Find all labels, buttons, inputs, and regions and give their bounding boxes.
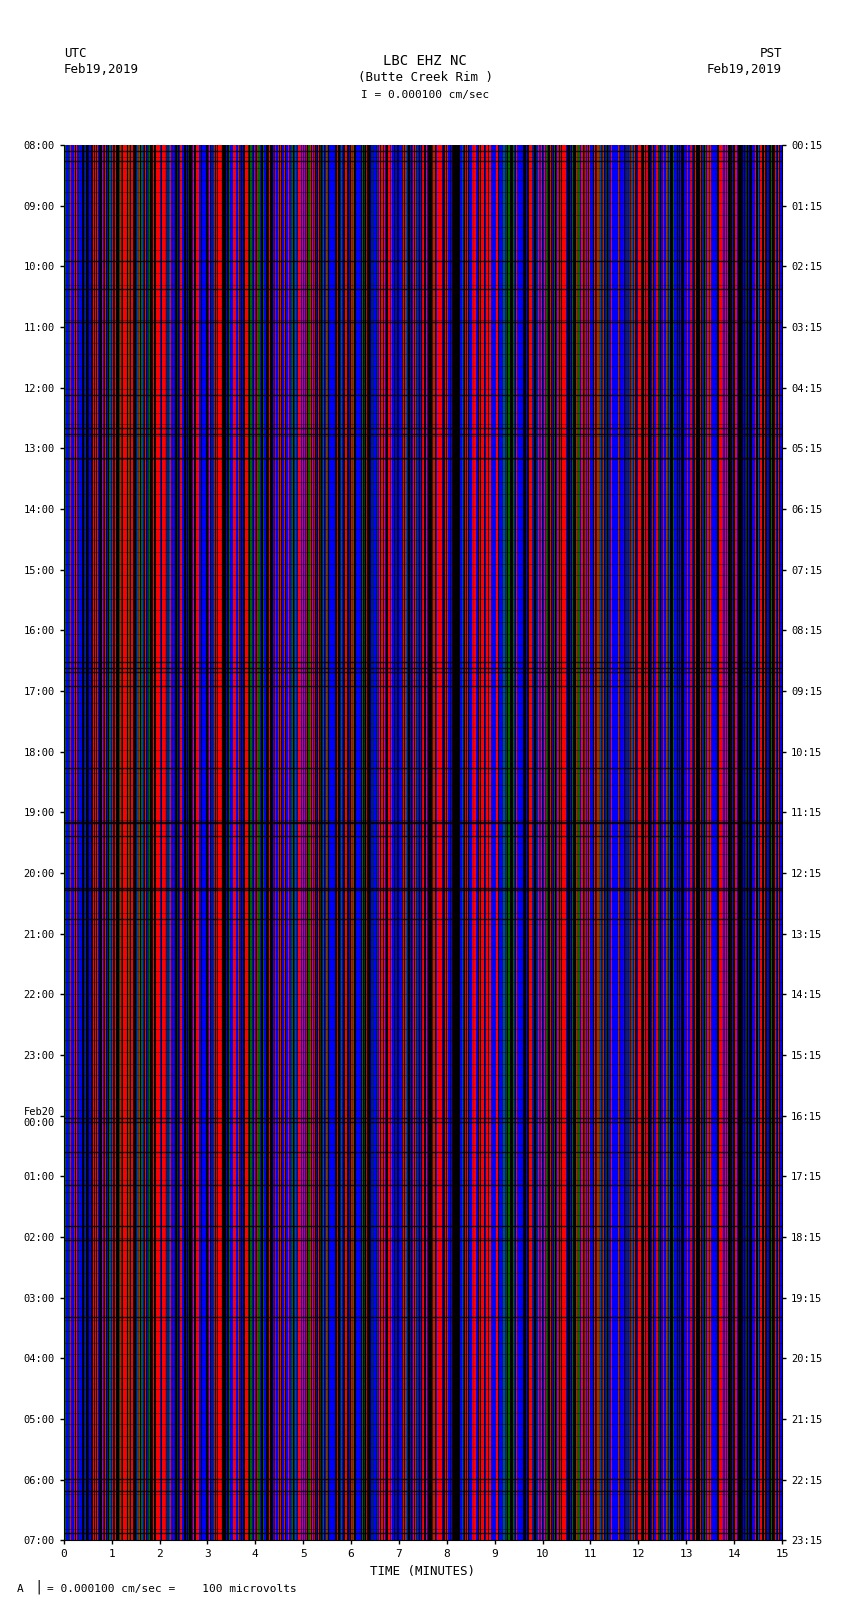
Text: Feb19,2019: Feb19,2019 (707, 63, 782, 76)
Text: |: | (34, 1579, 42, 1594)
Text: UTC: UTC (64, 47, 86, 60)
Text: A: A (17, 1584, 24, 1594)
Text: = 0.000100 cm/sec =    100 microvolts: = 0.000100 cm/sec = 100 microvolts (47, 1584, 297, 1594)
Text: (Butte Creek Rim ): (Butte Creek Rim ) (358, 71, 492, 84)
X-axis label: TIME (MINUTES): TIME (MINUTES) (371, 1565, 475, 1578)
Text: I = 0.000100 cm/sec: I = 0.000100 cm/sec (361, 90, 489, 100)
Text: Feb19,2019: Feb19,2019 (64, 63, 139, 76)
Text: LBC EHZ NC: LBC EHZ NC (383, 53, 467, 68)
Text: PST: PST (760, 47, 782, 60)
